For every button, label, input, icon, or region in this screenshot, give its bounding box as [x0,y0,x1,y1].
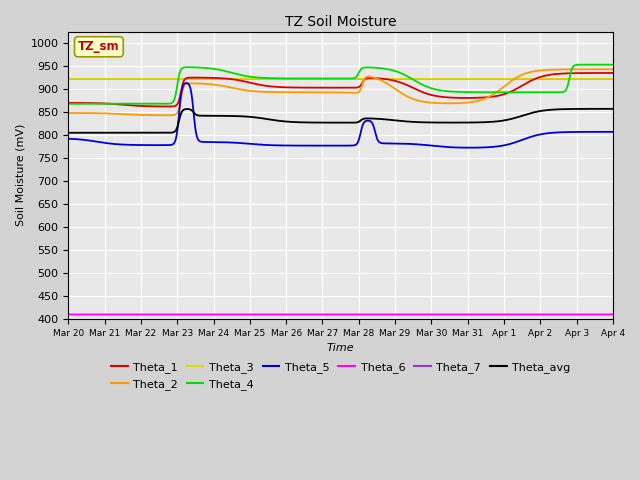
Theta_4 [609,62,617,68]
Theta_5 [315,143,323,148]
Theta_avg [493,119,501,124]
Theta_avg [330,120,337,125]
Theta_7 [593,76,601,82]
Theta_6 [609,312,617,317]
Line: Theta_4: Theta_4 [68,65,613,104]
Theta_7 [493,76,501,82]
Theta_3 [609,76,617,82]
Theta_5 [609,129,617,135]
Theta_1 [65,100,72,106]
Theta_3 [593,76,601,82]
Theta_avg [315,120,323,125]
Theta_5 [92,139,100,144]
Theta_4 [593,62,601,68]
Theta_5 [466,145,474,151]
Theta_1 [315,85,323,91]
Theta_6 [315,312,323,317]
Y-axis label: Soil Moisture (mV): Soil Moisture (mV) [15,124,25,227]
Theta_5 [65,136,72,142]
Theta_avg [156,130,164,136]
Theta_5 [330,143,337,148]
Theta_2 [609,66,617,72]
Theta_avg [593,106,601,112]
Theta_6 [593,312,601,317]
Theta_1 [330,85,337,91]
Line: Theta_2: Theta_2 [68,69,613,115]
Theta_2 [593,66,601,72]
Theta_2 [65,110,72,116]
Theta_7 [92,76,100,82]
Theta_7 [609,76,617,82]
Legend: Theta_1, Theta_2, Theta_3, Theta_4, Theta_5, Theta_6, Theta_7, Theta_avg: Theta_1, Theta_2, Theta_3, Theta_4, Thet… [106,358,575,394]
Theta_7 [65,76,72,82]
Theta_5 [494,144,502,149]
Theta_5 [593,129,601,135]
Theta_1 [593,70,601,76]
Theta_1 [165,104,173,109]
Line: Theta_5: Theta_5 [68,83,613,148]
Theta_4 [65,101,72,107]
Theta_2 [493,89,501,95]
Theta_4 [159,101,167,107]
Title: TZ Soil Moisture: TZ Soil Moisture [285,15,396,29]
Theta_3 [65,76,72,82]
Theta_2 [330,89,337,95]
Theta_6 [65,312,72,317]
Theta_avg [593,106,601,112]
Theta_3 [329,76,337,82]
Theta_5 [182,80,190,86]
Theta_4 [493,89,501,95]
Text: TZ_sm: TZ_sm [78,40,120,53]
Theta_1 [609,70,617,76]
Theta_6 [329,312,337,317]
Theta_7 [593,76,601,82]
X-axis label: Time: Time [327,343,355,353]
Theta_3 [593,76,601,82]
Line: Theta_1: Theta_1 [68,73,613,107]
Theta_1 [493,93,501,99]
Theta_5 [594,129,602,135]
Theta_3 [493,76,501,82]
Theta_7 [315,76,323,82]
Theta_1 [92,100,100,106]
Theta_6 [593,312,601,317]
Theta_2 [92,110,100,116]
Theta_2 [315,89,323,95]
Theta_1 [593,70,601,76]
Theta_avg [65,130,72,136]
Theta_4 [330,76,337,82]
Theta_4 [594,62,602,68]
Theta_6 [92,312,100,317]
Theta_3 [92,76,100,82]
Theta_7 [329,76,337,82]
Theta_4 [593,62,601,68]
Theta_avg [609,106,617,112]
Theta_2 [593,66,601,72]
Line: Theta_avg: Theta_avg [68,109,613,133]
Theta_2 [165,112,173,118]
Theta_4 [92,101,100,107]
Theta_4 [315,75,323,81]
Theta_3 [315,76,323,82]
Theta_avg [92,130,100,136]
Theta_6 [493,312,501,317]
